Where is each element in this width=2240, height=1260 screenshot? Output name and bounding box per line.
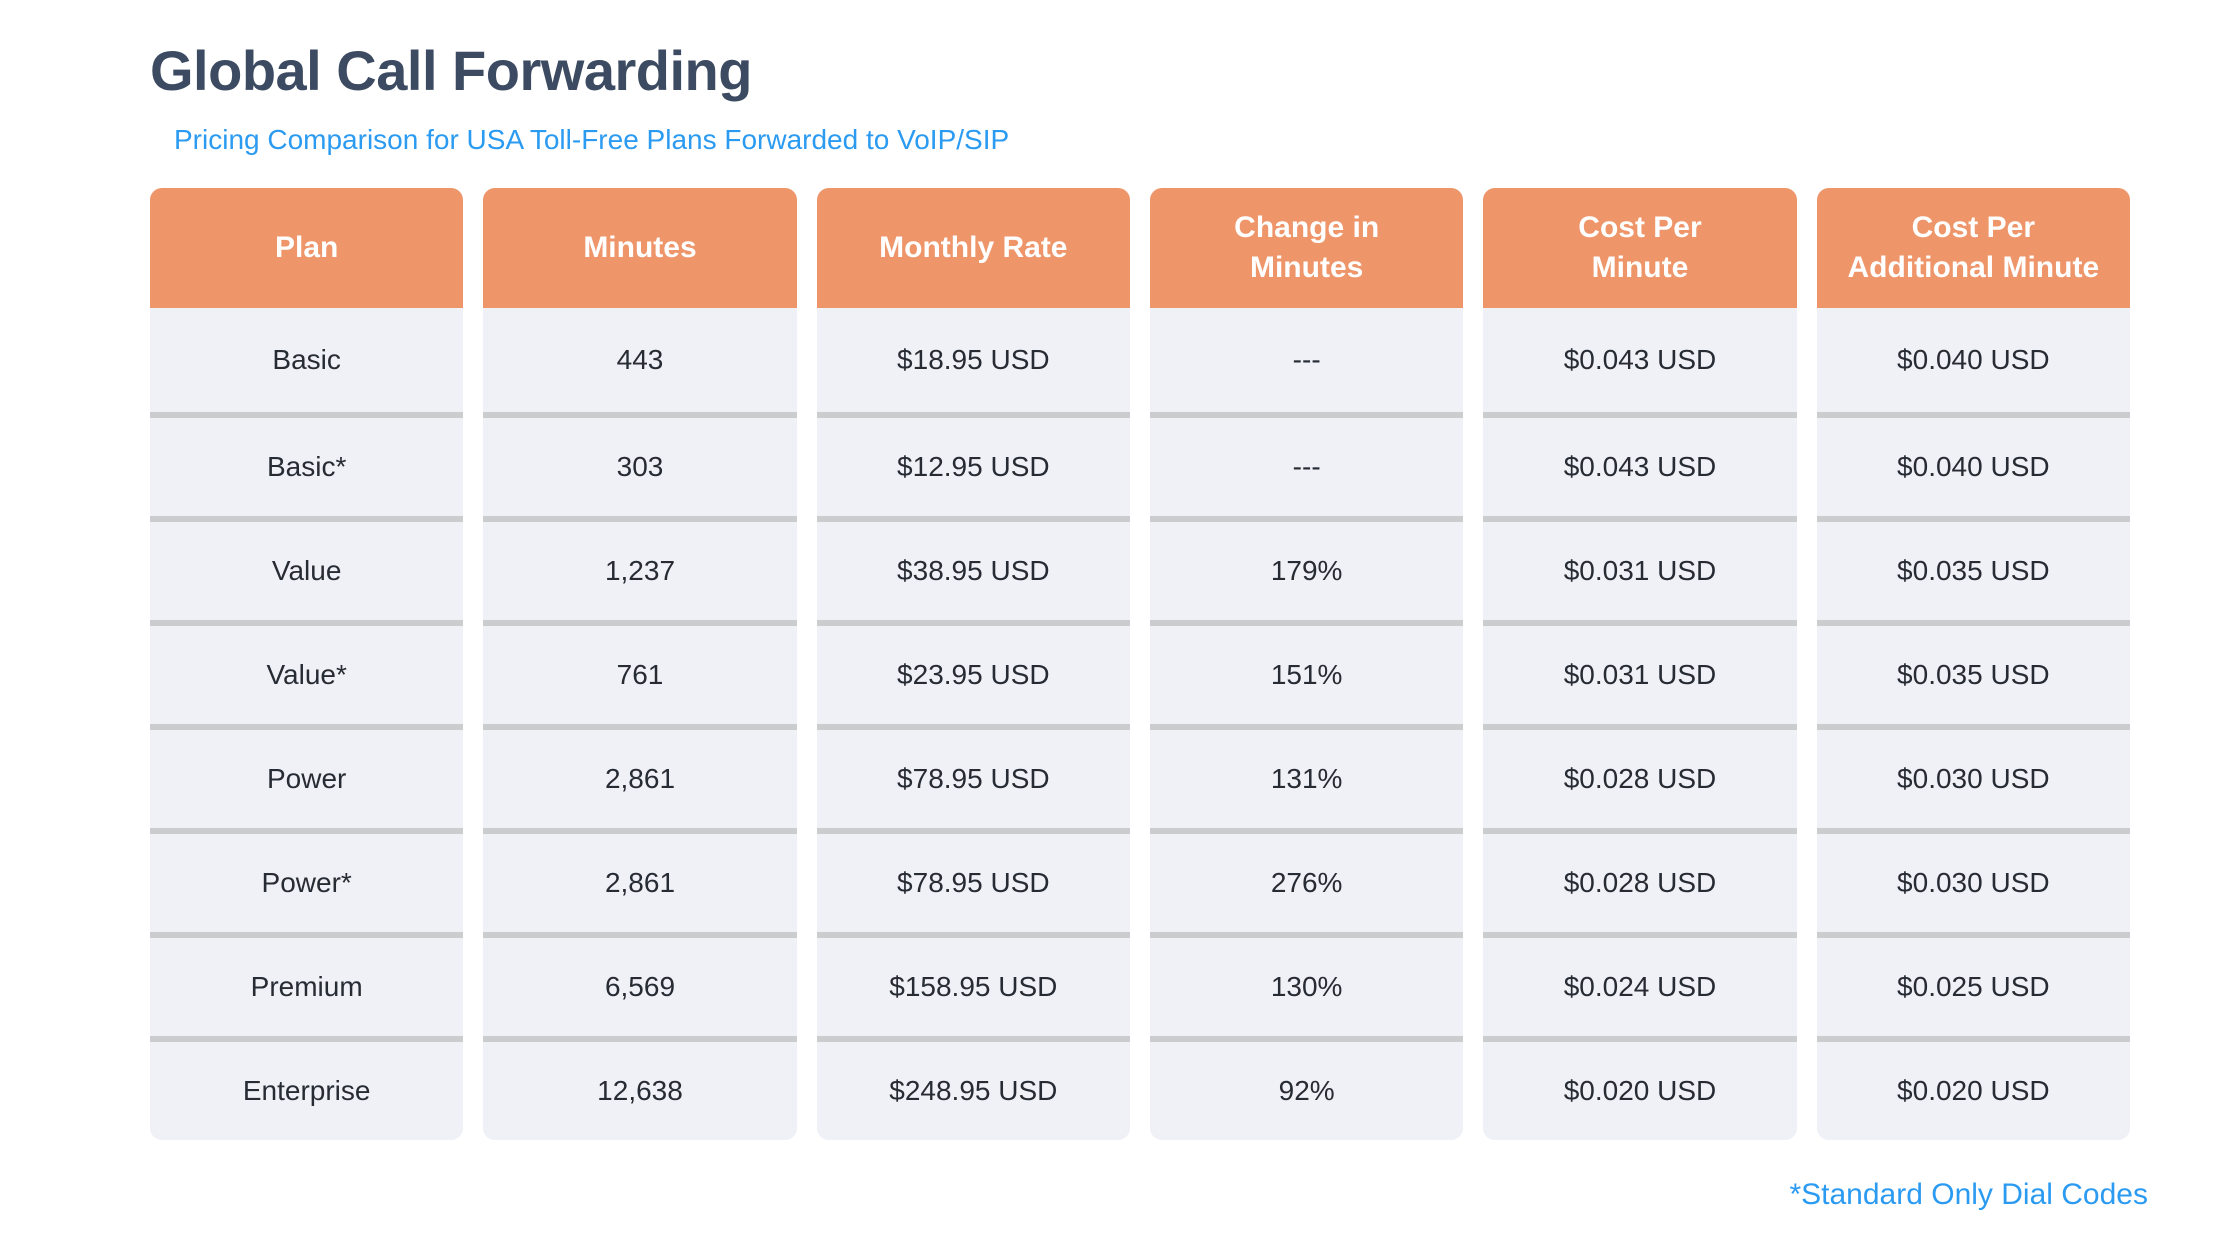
table-cell: --- [1150, 308, 1464, 412]
table-cell: $0.040 USD [1816, 412, 2130, 516]
table-cell: Power [150, 724, 464, 828]
table-cell: 2,861 [483, 828, 797, 932]
table-cell: 151% [1150, 620, 1464, 724]
footnote: *Standard Only Dial Codes [1789, 1178, 2148, 1211]
table-cell: 130% [1150, 932, 1464, 1036]
table-cell: 131% [1150, 724, 1464, 828]
table-cell: 761 [483, 620, 797, 724]
table-cell: $0.040 USD [1816, 308, 2130, 412]
table-cell: $18.95 USD [816, 308, 1130, 412]
column-header: Monthly Rate [816, 188, 1130, 308]
table-cell: $158.95 USD [816, 932, 1130, 1036]
table-cell: $0.025 USD [1816, 932, 2130, 1036]
table-cell: $78.95 USD [816, 724, 1130, 828]
table-cell: $0.035 USD [1816, 620, 2130, 724]
table-column-cost-per-additional-minute: Cost Per Additional Minute $0.040 USD $0.0… [1816, 188, 2130, 1140]
table-cell: 92% [1150, 1036, 1464, 1140]
table-cell: $0.028 USD [1483, 724, 1797, 828]
table-cell: $23.95 USD [816, 620, 1130, 724]
table-cell: $38.95 USD [816, 516, 1130, 620]
table-cell: --- [1150, 412, 1464, 516]
column-header: Change in Minutes [1150, 188, 1464, 308]
table-cell: $0.031 USD [1483, 620, 1797, 724]
table-cell: Basic* [150, 412, 464, 516]
table-column-cost-per-minute: Cost Per Minute $0.043 USD $0.043 USD $0.03… [1483, 188, 1797, 1140]
table-cell: $0.030 USD [1816, 724, 2130, 828]
table-cell: 179% [1150, 516, 1464, 620]
table-column-plan: Plan Basic Basic* Value Value* Power Power* Pre… [150, 188, 464, 1140]
table-cell: Power* [150, 828, 464, 932]
table-cell: 2,861 [483, 724, 797, 828]
page-subtitle: Pricing Comparison for USA Toll-Free Pla… [174, 124, 1010, 155]
table-cell: Enterprise [150, 1036, 464, 1140]
column-header: Plan [150, 188, 464, 308]
table-cell: Premium [150, 932, 464, 1036]
table-cell: $0.030 USD [1816, 828, 2130, 932]
table-cell: $78.95 USD [816, 828, 1130, 932]
table-column-change-in-minutes: Change in Minutes --- --- 179% 151% 131% 276% 1… [1150, 188, 1464, 1140]
table-cell: Basic [150, 308, 464, 412]
table-cell: $0.024 USD [1483, 932, 1797, 1036]
table-cell: $0.028 USD [1483, 828, 1797, 932]
table-column-monthly-rate: Monthly Rate $18.95 USD $12.95 USD $38.95 U… [816, 188, 1130, 1140]
column-header: Cost Per Minute [1483, 188, 1797, 308]
table-cell: 303 [483, 412, 797, 516]
page-title: Global Call Forwarding [150, 39, 752, 102]
table-cell: $0.035 USD [1816, 516, 2130, 620]
table-column-minutes: Minutes 443 303 1,237 761 2,861 2,861 6,569 12,6… [483, 188, 797, 1140]
table-cell: Value [150, 516, 464, 620]
table-cell: $0.020 USD [1816, 1036, 2130, 1140]
table-cell: $0.043 USD [1483, 308, 1797, 412]
pricing-table: Plan Basic Basic* Value Value* Power Power* Pre… [150, 188, 2130, 1140]
table-cell: 6,569 [483, 932, 797, 1036]
table-cell: $12.95 USD [816, 412, 1130, 516]
table-cell: $248.95 USD [816, 1036, 1130, 1140]
table-cell: $0.043 USD [1483, 412, 1797, 516]
table-cell: 276% [1150, 828, 1464, 932]
column-header: Cost Per Additional Minute [1816, 188, 2130, 308]
table-cell: 12,638 [483, 1036, 797, 1140]
table-cell: 443 [483, 308, 797, 412]
table-cell: $0.020 USD [1483, 1036, 1797, 1140]
table-cell: 1,237 [483, 516, 797, 620]
table-cell: Value* [150, 620, 464, 724]
column-header: Minutes [483, 188, 797, 308]
table-cell: $0.031 USD [1483, 516, 1797, 620]
